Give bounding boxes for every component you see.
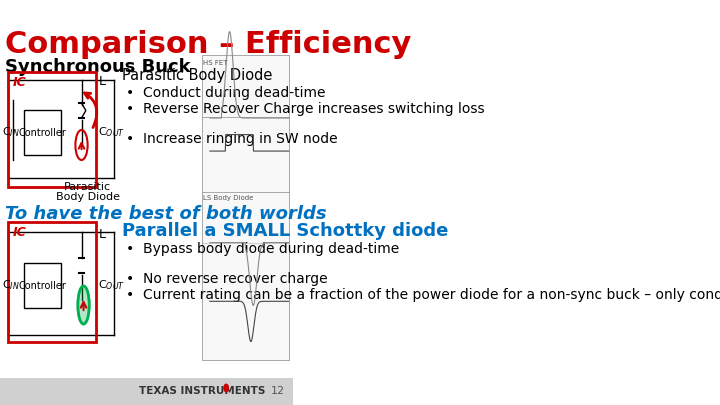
Text: L: L bbox=[99, 75, 106, 88]
Text: Parasitic Body Diode: Parasitic Body Diode bbox=[122, 68, 273, 83]
Text: L: L bbox=[99, 228, 106, 241]
Text: Synchronous Buck: Synchronous Buck bbox=[5, 58, 191, 76]
Text: LS Body Diode: LS Body Diode bbox=[203, 195, 253, 201]
Text: IC: IC bbox=[13, 76, 27, 89]
Text: •  Current rating can be a fraction of the power diode for a non-sync buck – onl: • Current rating can be a fraction of th… bbox=[125, 288, 720, 302]
Text: C$_{IN}$: C$_{IN}$ bbox=[2, 278, 20, 292]
Text: Parasitic: Parasitic bbox=[64, 182, 111, 192]
Text: •  Conduct during dead-time: • Conduct during dead-time bbox=[125, 86, 325, 100]
Text: IC: IC bbox=[13, 226, 27, 239]
Text: •  Increase ringing in SW node: • Increase ringing in SW node bbox=[125, 132, 337, 146]
Text: 12: 12 bbox=[271, 386, 285, 396]
Text: Parallel a SMALL Schottky diode: Parallel a SMALL Schottky diode bbox=[122, 222, 449, 240]
Text: C$_{IN}$: C$_{IN}$ bbox=[2, 125, 20, 139]
Text: •  Reverse Recover Charge increases switching loss: • Reverse Recover Charge increases switc… bbox=[125, 102, 484, 116]
Text: C$_{OUT}$: C$_{OUT}$ bbox=[98, 125, 125, 139]
FancyBboxPatch shape bbox=[0, 378, 294, 405]
Text: C$_{OUT}$: C$_{OUT}$ bbox=[98, 278, 125, 292]
Text: Body Diode: Body Diode bbox=[55, 192, 120, 202]
Text: Controller: Controller bbox=[19, 128, 67, 138]
Text: •  No reverse recover charge: • No reverse recover charge bbox=[125, 272, 327, 286]
Text: •  Bypass body diode during dead-time: • Bypass body diode during dead-time bbox=[125, 242, 399, 256]
Text: Controller: Controller bbox=[19, 281, 67, 291]
Text: TEXAS INSTRUMENTS: TEXAS INSTRUMENTS bbox=[138, 386, 265, 396]
FancyBboxPatch shape bbox=[202, 55, 289, 360]
Ellipse shape bbox=[78, 286, 89, 324]
Text: Comparison – Efficiency: Comparison – Efficiency bbox=[5, 30, 411, 59]
Text: HS FET: HS FET bbox=[203, 60, 228, 66]
Text: To have the best of both worlds: To have the best of both worlds bbox=[5, 205, 326, 223]
Ellipse shape bbox=[223, 384, 229, 392]
